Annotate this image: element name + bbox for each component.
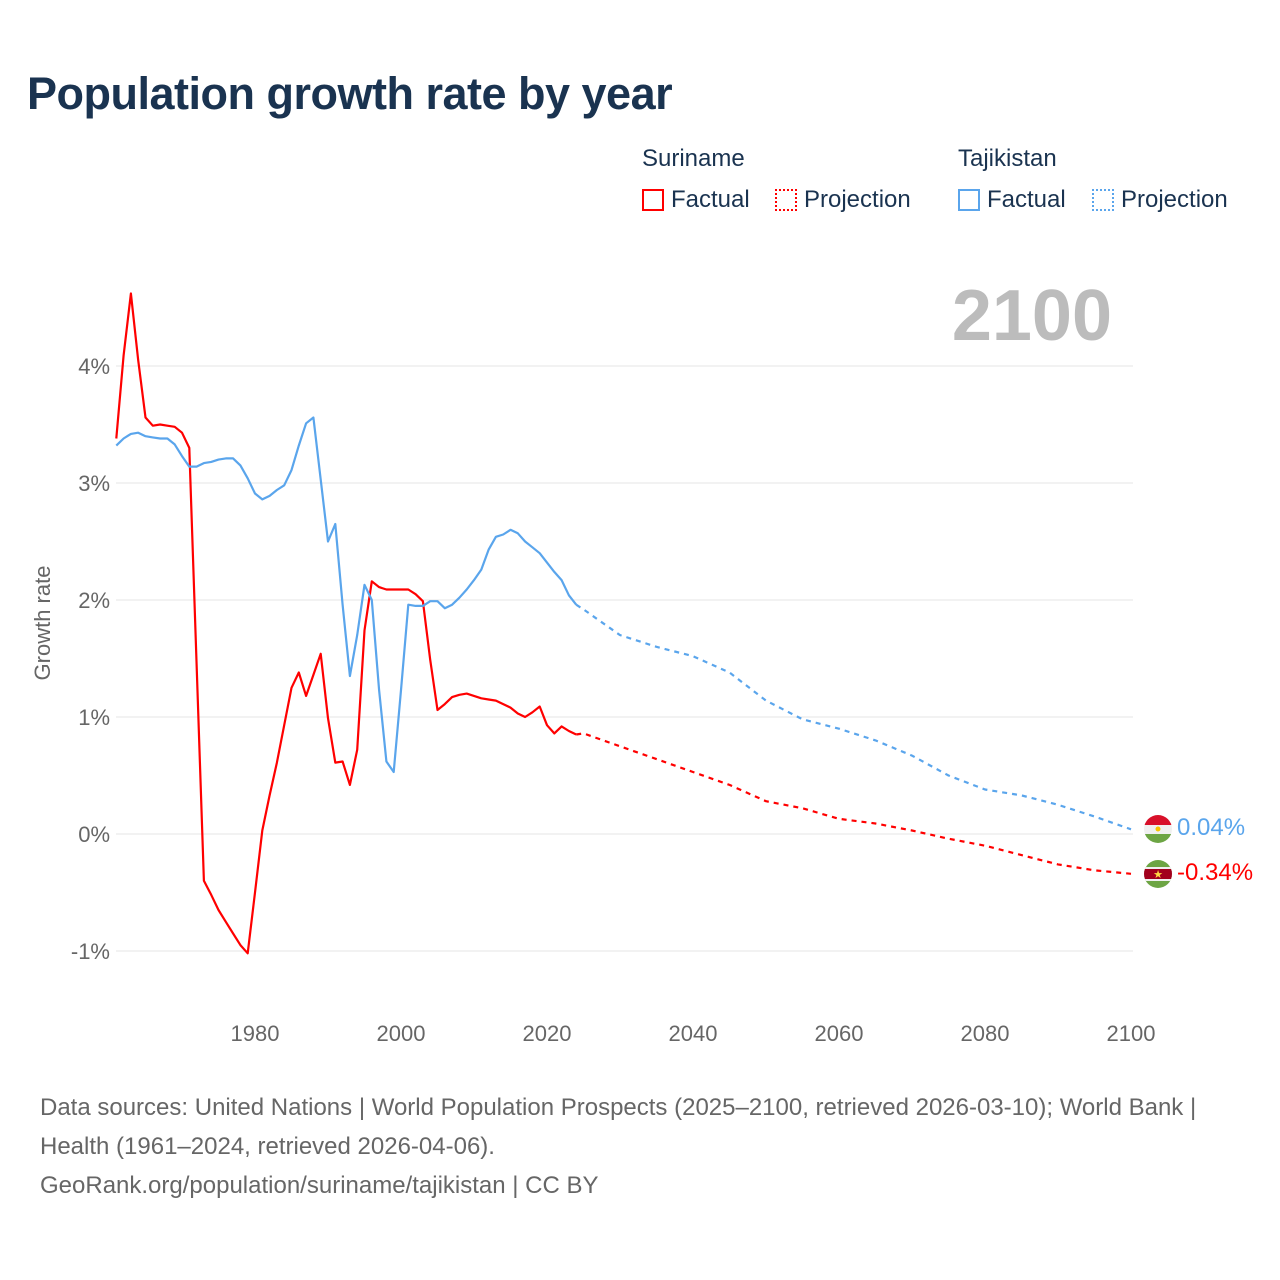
chart-title: Population growth rate by year xyxy=(27,68,673,119)
suriname-end-value: -0.34% xyxy=(1177,859,1253,886)
legend-item-factual[interactable]: Factual xyxy=(642,186,750,214)
tajikistan-end-value: 0.04% xyxy=(1177,814,1245,841)
legend-label: Factual xyxy=(671,186,750,213)
dotted-swatch-icon xyxy=(1092,189,1114,211)
legend-label: Projection xyxy=(1121,186,1228,213)
suriname-factual-line xyxy=(115,292,577,955)
tajikistan-projection-line xyxy=(575,603,1132,831)
solid-swatch-icon xyxy=(958,189,980,211)
x-tick-label: 2000 xyxy=(377,1021,426,1046)
y-tick-label: 4% xyxy=(78,354,110,379)
y-tick-label: 1% xyxy=(78,705,110,730)
tajikistan-factual-line xyxy=(115,416,578,774)
y-tick-label: 3% xyxy=(78,471,110,496)
solid-swatch-icon xyxy=(642,189,664,211)
suriname-projection-line xyxy=(576,732,1132,875)
legend-item-factual[interactable]: Factual xyxy=(958,186,1066,214)
x-tick-label: 1980 xyxy=(231,1021,280,1046)
legend-label: Projection xyxy=(804,186,911,213)
x-tick-label: 2080 xyxy=(961,1021,1010,1046)
legend-country: Suriname xyxy=(642,145,745,172)
x-tick-label: 2040 xyxy=(669,1021,718,1046)
current-year-label: 2100 xyxy=(951,276,1112,356)
y-axis-label: Growth rate xyxy=(30,566,55,681)
legend-item-projection[interactable]: Projection xyxy=(1092,186,1228,214)
svg-text:★: ★ xyxy=(1153,869,1163,881)
y-tick-label: 2% xyxy=(78,588,110,613)
y-tick-label: -1% xyxy=(71,939,110,964)
footer: Data sources: United Nations | World Pop… xyxy=(40,1088,1240,1205)
legend-country: Tajikistan xyxy=(958,145,1057,172)
legend-item-projection[interactable]: Projection xyxy=(775,186,911,214)
legend-label: Factual xyxy=(987,186,1066,213)
suriname-flag-icon: ★ xyxy=(1144,860,1172,888)
data-sources: Data sources: United Nations | World Pop… xyxy=(40,1094,1197,1160)
dotted-swatch-icon xyxy=(775,189,797,211)
tajikistan-flag-icon xyxy=(1144,815,1172,843)
x-tick-label: 2100 xyxy=(1107,1021,1156,1046)
credit-link[interactable]: GeoRank.org/population/suriname/tajikist… xyxy=(40,1172,599,1199)
y-tick-label: 0% xyxy=(78,822,110,847)
x-tick-label: 2060 xyxy=(815,1021,864,1046)
x-tick-label: 2020 xyxy=(523,1021,572,1046)
